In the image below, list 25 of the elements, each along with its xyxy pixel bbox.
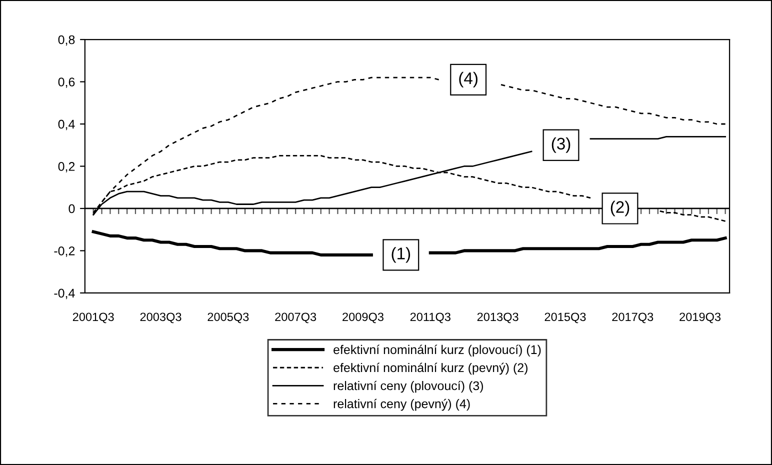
x-tick-label: 2019Q3 bbox=[680, 312, 721, 324]
annotation: (2) bbox=[610, 200, 630, 216]
y-tick-label: 0,8 bbox=[58, 35, 75, 46]
x-tick-label: 2013Q3 bbox=[477, 312, 518, 324]
x-tick-label: 2005Q3 bbox=[208, 312, 249, 324]
x-tick-label: 2001Q3 bbox=[72, 312, 114, 324]
annotation: (3) bbox=[552, 137, 570, 153]
x-tick-label: 2009Q3 bbox=[342, 312, 384, 324]
legend-label: efektivní nominální kurz (plovoucí) (1) bbox=[334, 344, 541, 357]
y-tick-label: 0,4 bbox=[58, 120, 75, 130]
x-tick-label: 2015Q3 bbox=[544, 312, 586, 324]
x-tick-label: 2003Q3 bbox=[140, 312, 182, 324]
legend-label: efektivní nominální kurz (pevný) (2) bbox=[334, 362, 528, 375]
x-tick-label: 2011Q3 bbox=[410, 312, 450, 324]
y-tick-label: -0,4 bbox=[54, 288, 75, 300]
y-tick-label: 0 bbox=[68, 204, 75, 214]
annotation: (1) bbox=[392, 247, 410, 263]
x-tick-label: 2017Q3 bbox=[612, 312, 654, 324]
annotation: (4) bbox=[459, 72, 478, 88]
legend-label: relativní ceny (plovoucí) (3) bbox=[334, 380, 484, 393]
legend-label: relativní ceny (pevný) (4) bbox=[334, 398, 470, 411]
y-tick-label: 0,6 bbox=[58, 78, 75, 88]
x-tick-label: 2007Q3 bbox=[275, 312, 316, 324]
y-tick-label: 0,2 bbox=[58, 162, 75, 172]
y-tick-label: -0,2 bbox=[54, 246, 75, 257]
